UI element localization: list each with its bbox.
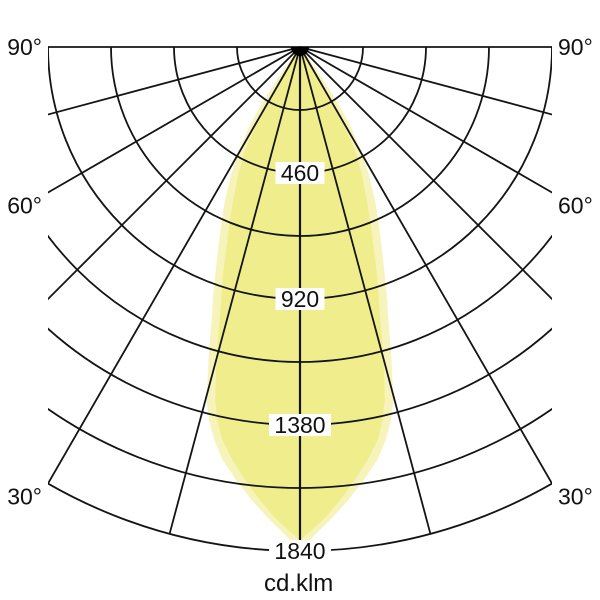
grid-ray-45: [299, 46, 552, 301]
grid-ray-15: [299, 46, 432, 535]
grid-ray-30: [299, 46, 552, 484]
angle-label-90-left: 90°: [7, 34, 42, 60]
angle-label-30-left: 30°: [7, 483, 42, 509]
radial-tick-label: 1840: [274, 538, 325, 564]
angle-label-30-right: 30°: [558, 483, 593, 509]
angle-label-60-right: 60°: [558, 192, 593, 218]
radial-label-chip: [269, 414, 331, 436]
angle-labels: 90° 90° 60° 60° 30° 30°: [7, 34, 593, 509]
grid-ray--30: [48, 46, 301, 484]
radial-tick-label: 460: [281, 160, 319, 186]
radial-tick-label: 1380: [274, 412, 325, 438]
radial-label-chip: [275, 162, 325, 184]
grid-ray--60: [48, 46, 301, 194]
angle-label-60-left: 60°: [7, 192, 42, 218]
radial-label-chip: [275, 288, 325, 310]
unit-label: cd.klm: [263, 570, 334, 597]
origin-dot: [291, 47, 309, 56]
radial-label-chip: [269, 540, 331, 562]
grid-ray-75: [299, 46, 552, 116]
grid-ray--75: [48, 46, 301, 116]
grid-ray--15: [168, 46, 301, 535]
radial-tick-labels: 460 920 1380 1840: [269, 160, 331, 564]
angle-label-90-right: 90°: [558, 34, 593, 60]
grid-ray-60: [299, 46, 552, 194]
radial-tick-label: 920: [281, 286, 319, 312]
grid-ray--45: [48, 46, 301, 301]
